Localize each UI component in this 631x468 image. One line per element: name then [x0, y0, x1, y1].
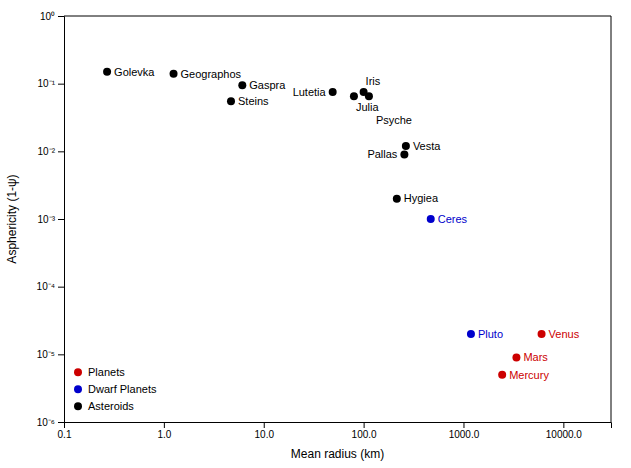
axis-line [58, 17, 65, 423]
tick-label: 10⁰ [40, 11, 55, 22]
tick: 10⁻¹ [38, 78, 64, 89]
point-label: Steins [238, 95, 269, 107]
point [170, 70, 178, 78]
tick-label: 10⁻² [38, 146, 56, 157]
legend-swatch [74, 385, 82, 393]
point [512, 353, 520, 361]
point-label: Vesta [413, 140, 441, 152]
tick-mark [58, 354, 64, 355]
legend-item: Asteroids [74, 400, 134, 412]
frame [611, 16, 612, 422]
point-label: Psyche [376, 114, 412, 126]
point-label: Hygiea [404, 192, 439, 204]
point [365, 92, 373, 100]
tick-mark [58, 287, 64, 288]
legend-item: Dwarf Planets [74, 383, 157, 395]
point-label: Ceres [438, 213, 468, 225]
legend-item: Planets [74, 366, 125, 378]
point [538, 330, 546, 338]
tick-mark [58, 422, 64, 423]
frame [64, 16, 611, 17]
tick: 1000.0 [449, 422, 480, 440]
point-label: Lutetia [293, 86, 327, 98]
point [402, 142, 410, 150]
point [329, 88, 337, 96]
legend-label: Asteroids [88, 400, 134, 412]
plot: 0.1 1.0 10.0 100.0 1000.0 10000.0 10⁻⁶ 10⁻⁵ 10⁻⁴… [37, 11, 612, 440]
tick: 10⁰ [40, 11, 64, 22]
point [350, 92, 358, 100]
chart: 0.1 1.0 10.0 100.0 1000.0 10000.0 10⁻⁶ 10⁻⁵ 10⁻⁴… [0, 0, 631, 468]
tick: 10⁻⁴ [37, 281, 64, 292]
tick: 10⁻² [38, 146, 64, 157]
axis-line [65, 423, 612, 429]
point [393, 195, 401, 203]
tick-mark [563, 422, 564, 428]
point-label: Mars [523, 351, 548, 363]
legend-label: Planets [88, 366, 125, 378]
point-label: Venus [549, 328, 580, 340]
tick-label: 0.1 [58, 429, 72, 440]
point-label: Pluto [478, 328, 503, 340]
tick-mark [264, 422, 265, 428]
y-axis: 10⁻⁶ 10⁻⁵ 10⁻⁴ 10⁻³ 10⁻² 10⁻¹ 10⁰ [37, 11, 65, 428]
tick-mark [58, 219, 64, 220]
tick: 100.0 [352, 422, 377, 440]
tick: 0.1 [58, 422, 72, 440]
points [103, 68, 545, 379]
point-label: Golevka [114, 66, 155, 78]
legend-swatch [74, 368, 82, 376]
tick-label: 10000.0 [546, 429, 583, 440]
legend-label: Dwarf Planets [88, 383, 157, 395]
tick-label: 10⁻¹ [38, 78, 56, 89]
tick-label: 1.0 [157, 429, 171, 440]
tick: 10⁻⁶ [37, 417, 64, 428]
point-label: Pallas [367, 148, 397, 160]
legend-swatch [74, 402, 82, 410]
point-label: Geographos [181, 68, 242, 80]
point [498, 371, 506, 379]
tick-mark [164, 422, 165, 428]
point [400, 150, 408, 158]
tick-label: 100.0 [352, 429, 377, 440]
point [227, 97, 235, 105]
background [0, 0, 631, 468]
tick-label: 1000.0 [449, 429, 480, 440]
tick-mark [58, 16, 64, 17]
tick: 10000.0 [546, 422, 583, 440]
point [238, 81, 246, 89]
point-label: Julia [356, 101, 380, 113]
point-label: Iris [366, 75, 381, 87]
tick-label: 10⁻⁶ [37, 417, 55, 428]
point-label: Mercury [509, 369, 549, 381]
point [427, 215, 435, 223]
y-axis-title: Asphericity (1-ψ) [5, 174, 19, 263]
tick: 1.0 [157, 422, 171, 440]
tick: 10⁻⁵ [37, 349, 64, 360]
point [467, 330, 475, 338]
point-labels: Mercury MarsVenus Ceres Pluto Golevka Geograp… [114, 66, 580, 381]
point [103, 68, 111, 76]
legend: Planets Dwarf Planets Asteroids [74, 366, 157, 412]
point-label: Gaspra [249, 79, 286, 91]
tick: 10.0 [255, 422, 275, 440]
tick-label: 10⁻⁴ [37, 281, 55, 292]
x-axis-title: Mean radius (km) [291, 447, 384, 461]
tick-mark [463, 422, 464, 428]
x-axis: 0.1 1.0 10.0 100.0 1000.0 10000.0 [58, 422, 612, 440]
tick-label: 10.0 [255, 429, 275, 440]
tick-label: 10⁻³ [38, 214, 56, 225]
tick-mark [58, 151, 64, 152]
tick-mark [58, 84, 64, 85]
tick: 10⁻³ [38, 214, 64, 225]
tick-mark [364, 422, 365, 428]
tick-label: 10⁻⁵ [37, 349, 55, 360]
